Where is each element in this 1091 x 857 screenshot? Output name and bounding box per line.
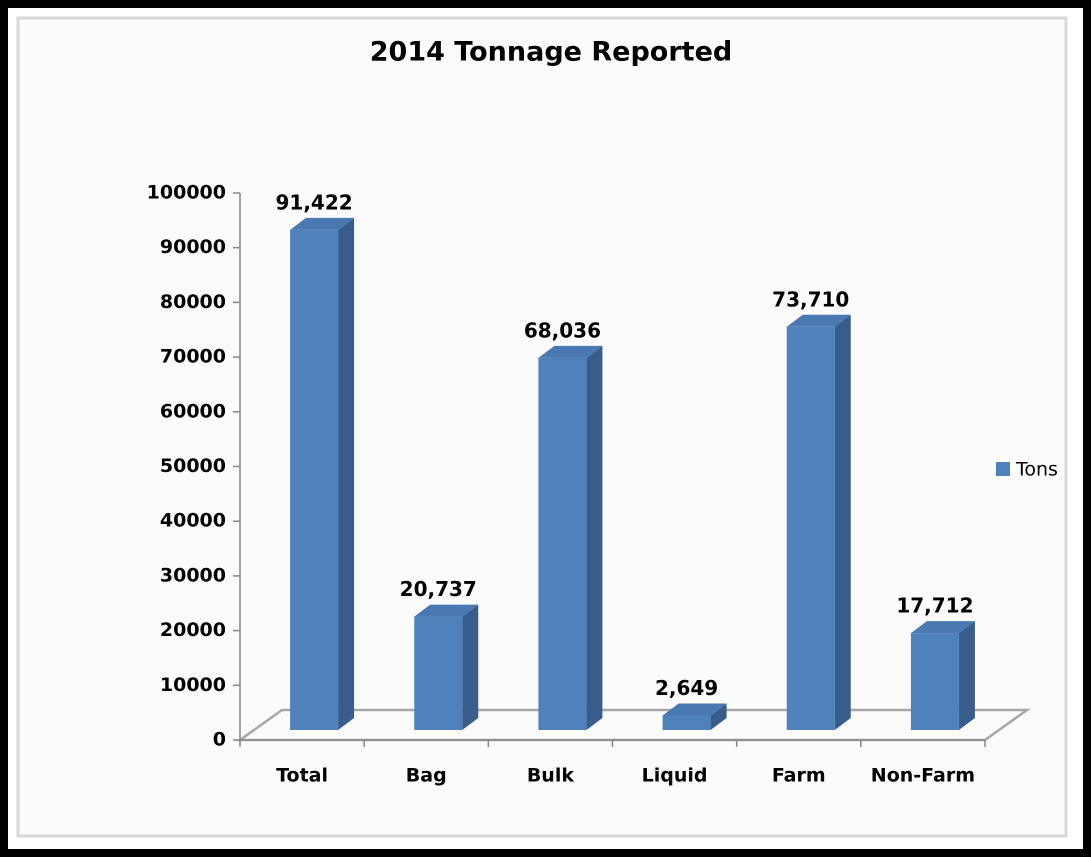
bar-side (586, 345, 603, 730)
bar-top (538, 345, 603, 358)
y-tick-label: 90000 (160, 236, 226, 258)
bar (538, 357, 587, 730)
bar-top (910, 621, 975, 634)
y-tick-label: 40000 (160, 510, 226, 532)
data-label: 73,710 (772, 287, 849, 311)
bar-top (662, 703, 727, 716)
y-tick-label: 100000 (147, 182, 226, 204)
legend-swatch (996, 462, 1010, 476)
legend-label: Tons (1015, 459, 1058, 481)
bar (910, 633, 959, 730)
y-tick-label: 30000 (160, 564, 226, 586)
data-label: 2,649 (655, 676, 718, 700)
y-tick-label: 20000 (160, 619, 226, 641)
bar-side (338, 217, 355, 731)
data-label: 68,036 (524, 318, 601, 342)
data-label: 91,422 (275, 190, 352, 214)
bar (290, 229, 339, 730)
y-tick-label: 50000 (160, 455, 226, 477)
x-tick-label: Non-Farm (871, 765, 975, 787)
bar-side (710, 703, 727, 730)
bar-side (462, 604, 479, 730)
bar-side (958, 621, 975, 730)
bar-top (414, 604, 479, 617)
y-tick-label: 10000 (160, 674, 226, 696)
bar (662, 715, 711, 730)
chart-title: 2014 Tonnage Reported (370, 37, 732, 68)
data-label: 17,712 (896, 594, 973, 618)
data-label: 20,737 (400, 577, 477, 601)
bar (786, 326, 835, 730)
x-tick-label: Total (276, 765, 328, 787)
y-tick-label: 70000 (160, 346, 226, 368)
y-tick-label: 0 (213, 729, 226, 751)
bar-top (786, 314, 851, 327)
x-tick-label: Liquid (642, 765, 708, 787)
x-tick-label: Farm (772, 765, 826, 787)
bar (414, 616, 463, 730)
x-tick-label: Bulk (527, 765, 575, 787)
y-tick-label: 60000 (160, 400, 226, 422)
bar-side (834, 314, 851, 730)
y-tick-label: 80000 (160, 291, 226, 313)
x-tick-label: Bag (406, 765, 447, 787)
bar-top (290, 217, 355, 230)
